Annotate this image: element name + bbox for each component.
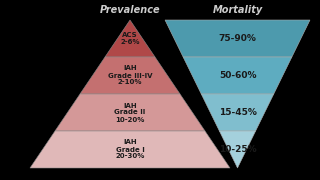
Text: Prevalence: Prevalence bbox=[100, 5, 160, 15]
Text: 15-45%: 15-45% bbox=[219, 108, 256, 117]
Text: IAH
Grade I
20-30%: IAH Grade I 20-30% bbox=[115, 140, 145, 159]
Text: IAH
Grade III-IV
2-10%: IAH Grade III-IV 2-10% bbox=[108, 66, 152, 86]
Polygon shape bbox=[55, 94, 205, 131]
Polygon shape bbox=[220, 131, 256, 168]
Text: ACS
2-6%: ACS 2-6% bbox=[120, 32, 140, 45]
Polygon shape bbox=[201, 94, 274, 131]
Polygon shape bbox=[80, 57, 180, 94]
Text: 10-25%: 10-25% bbox=[219, 145, 256, 154]
Polygon shape bbox=[30, 131, 230, 168]
Text: 50-60%: 50-60% bbox=[219, 71, 256, 80]
Text: 75-90%: 75-90% bbox=[219, 34, 256, 43]
Polygon shape bbox=[165, 20, 310, 57]
Polygon shape bbox=[105, 20, 155, 57]
Text: Mortality: Mortality bbox=[212, 5, 263, 15]
Polygon shape bbox=[183, 57, 292, 94]
Text: IAH
Grade II
10-20%: IAH Grade II 10-20% bbox=[114, 102, 146, 123]
